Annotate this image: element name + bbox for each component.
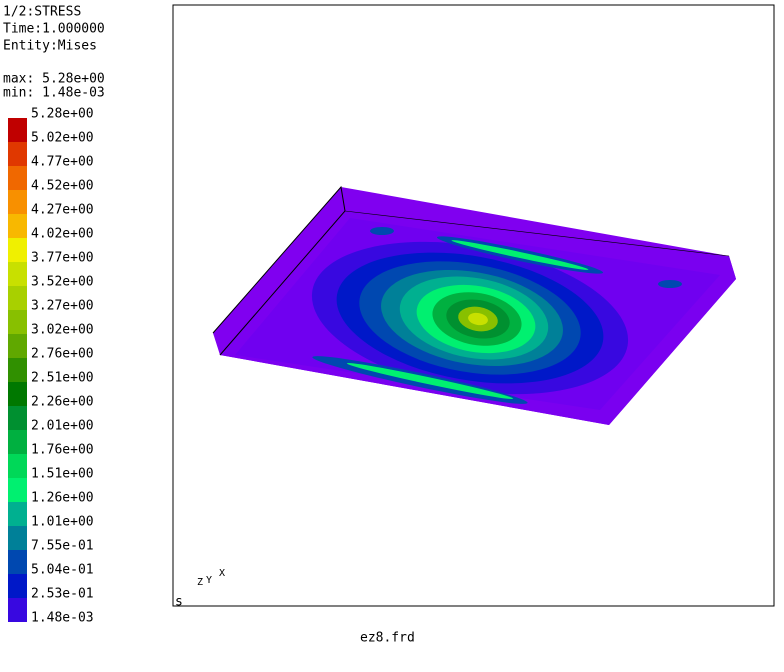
legend-label: 1.76e+00 bbox=[31, 443, 94, 458]
legend-swatch bbox=[8, 574, 27, 598]
header-line: Time:1.000000 bbox=[3, 22, 105, 37]
legend-swatch bbox=[8, 190, 27, 214]
legend: 5.28e+00 5.02e+00 4.77e+00 4.52e+00 4.27e+00… bbox=[8, 107, 94, 626]
legend-label: 4.27e+00 bbox=[31, 203, 94, 218]
legend-swatch bbox=[8, 214, 27, 238]
legend-label: 3.77e+00 bbox=[31, 251, 94, 266]
legend-swatch bbox=[8, 502, 27, 526]
legend-label: 2.53e-01 bbox=[31, 587, 94, 602]
legend-label: 1.26e+00 bbox=[31, 491, 94, 506]
model bbox=[212, 185, 736, 425]
legend-swatch bbox=[8, 406, 27, 430]
axis-label: Z bbox=[197, 577, 203, 588]
legend-label: 5.02e+00 bbox=[31, 131, 94, 146]
legend-label: 5.04e-01 bbox=[31, 563, 94, 578]
legend-label: 2.01e+00 bbox=[31, 419, 94, 434]
legend-label: 3.52e+00 bbox=[31, 275, 94, 290]
legend-label: 3.27e+00 bbox=[31, 299, 94, 314]
legend-label: 2.76e+00 bbox=[31, 347, 94, 362]
legend-swatch bbox=[8, 262, 27, 286]
legend-swatch bbox=[8, 526, 27, 550]
legend-swatch bbox=[8, 238, 27, 262]
legend-label: 4.77e+00 bbox=[31, 155, 94, 170]
min-label: min: 1.48e-03 bbox=[3, 86, 105, 101]
legend-swatch bbox=[8, 430, 27, 454]
legend-swatch bbox=[8, 478, 27, 502]
legend-swatch bbox=[8, 454, 27, 478]
header-line: 1/2:STRESS bbox=[3, 5, 81, 20]
legend-swatch bbox=[8, 598, 27, 622]
legend-label: 3.02e+00 bbox=[31, 323, 94, 338]
legend-swatch bbox=[8, 142, 27, 166]
legend-label: 1.01e+00 bbox=[31, 515, 94, 530]
legend-swatch bbox=[8, 334, 27, 358]
legend-swatch bbox=[8, 358, 27, 382]
header-line: Entity:Mises bbox=[3, 39, 97, 54]
axis-label: Y bbox=[206, 575, 212, 586]
legend-label: 2.51e+00 bbox=[31, 371, 94, 386]
status-marker: s bbox=[175, 595, 183, 610]
legend-label: 7.55e-01 bbox=[31, 539, 94, 554]
legend-label: 2.26e+00 bbox=[31, 395, 94, 410]
legend-label: 1.51e+00 bbox=[31, 467, 94, 482]
legend-swatch bbox=[8, 550, 27, 574]
legend-label: 4.52e+00 bbox=[31, 179, 94, 194]
max-label: max: 5.28e+00 bbox=[3, 72, 105, 87]
axis-label: X bbox=[219, 568, 225, 579]
legend-swatch bbox=[8, 382, 27, 406]
legend-swatch bbox=[8, 310, 27, 334]
legend-label: 1.48e-03 bbox=[31, 611, 94, 626]
legend-label: 4.02e+00 bbox=[31, 227, 94, 242]
legend-swatch bbox=[8, 118, 27, 142]
file-name: ez8.frd bbox=[360, 631, 415, 646]
legend-label: 5.28e+00 bbox=[31, 107, 94, 122]
legend-swatch bbox=[8, 166, 27, 190]
legend-swatch bbox=[8, 286, 27, 310]
